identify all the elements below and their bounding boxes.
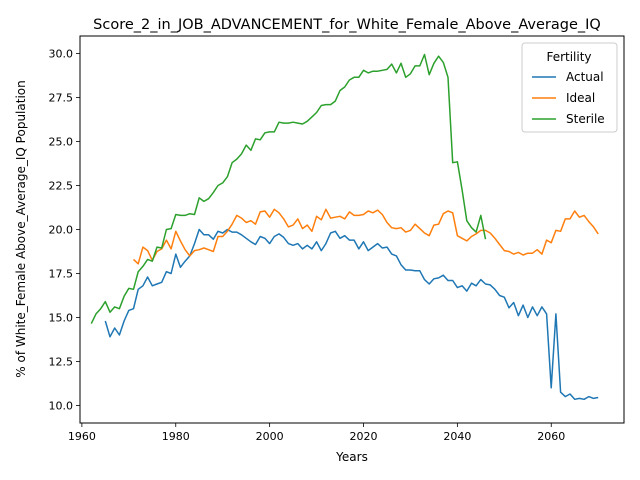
y-tick-label: 25.0 xyxy=(49,136,74,149)
legend-label-sterile: Sterile xyxy=(566,112,605,126)
x-tick-label: 2040 xyxy=(443,430,471,443)
y-tick-label: 30.0 xyxy=(49,48,74,61)
y-axis-label: % of White_Female Above_Average_IQ Popul… xyxy=(14,80,28,377)
x-axis-label: Years xyxy=(335,450,368,464)
legend: Fertility Actual Ideal Sterile xyxy=(522,43,617,132)
x-tick-label: 1960 xyxy=(68,430,96,443)
x-tick-label: 2000 xyxy=(256,430,284,443)
y-tick-label: 10.0 xyxy=(49,399,74,412)
y-tick-label: 27.5 xyxy=(49,92,74,105)
legend-title: Fertility xyxy=(546,50,591,64)
y-tick-label: 12.5 xyxy=(49,355,74,368)
y-tick-label: 15.0 xyxy=(49,311,74,324)
y-tick-label: 20.0 xyxy=(49,224,74,237)
y-tick-label: 17.5 xyxy=(49,267,74,280)
legend-label-ideal: Ideal xyxy=(566,91,595,105)
chart-title: Score_2_in_JOB_ADVANCEMENT_for_White_Fem… xyxy=(93,17,601,33)
y-tick-label: 22.5 xyxy=(49,180,74,193)
legend-label-actual: Actual xyxy=(566,70,604,84)
x-tick-label: 2060 xyxy=(537,430,565,443)
x-tick-label: 2020 xyxy=(349,430,377,443)
x-tick-label: 1980 xyxy=(162,430,190,443)
